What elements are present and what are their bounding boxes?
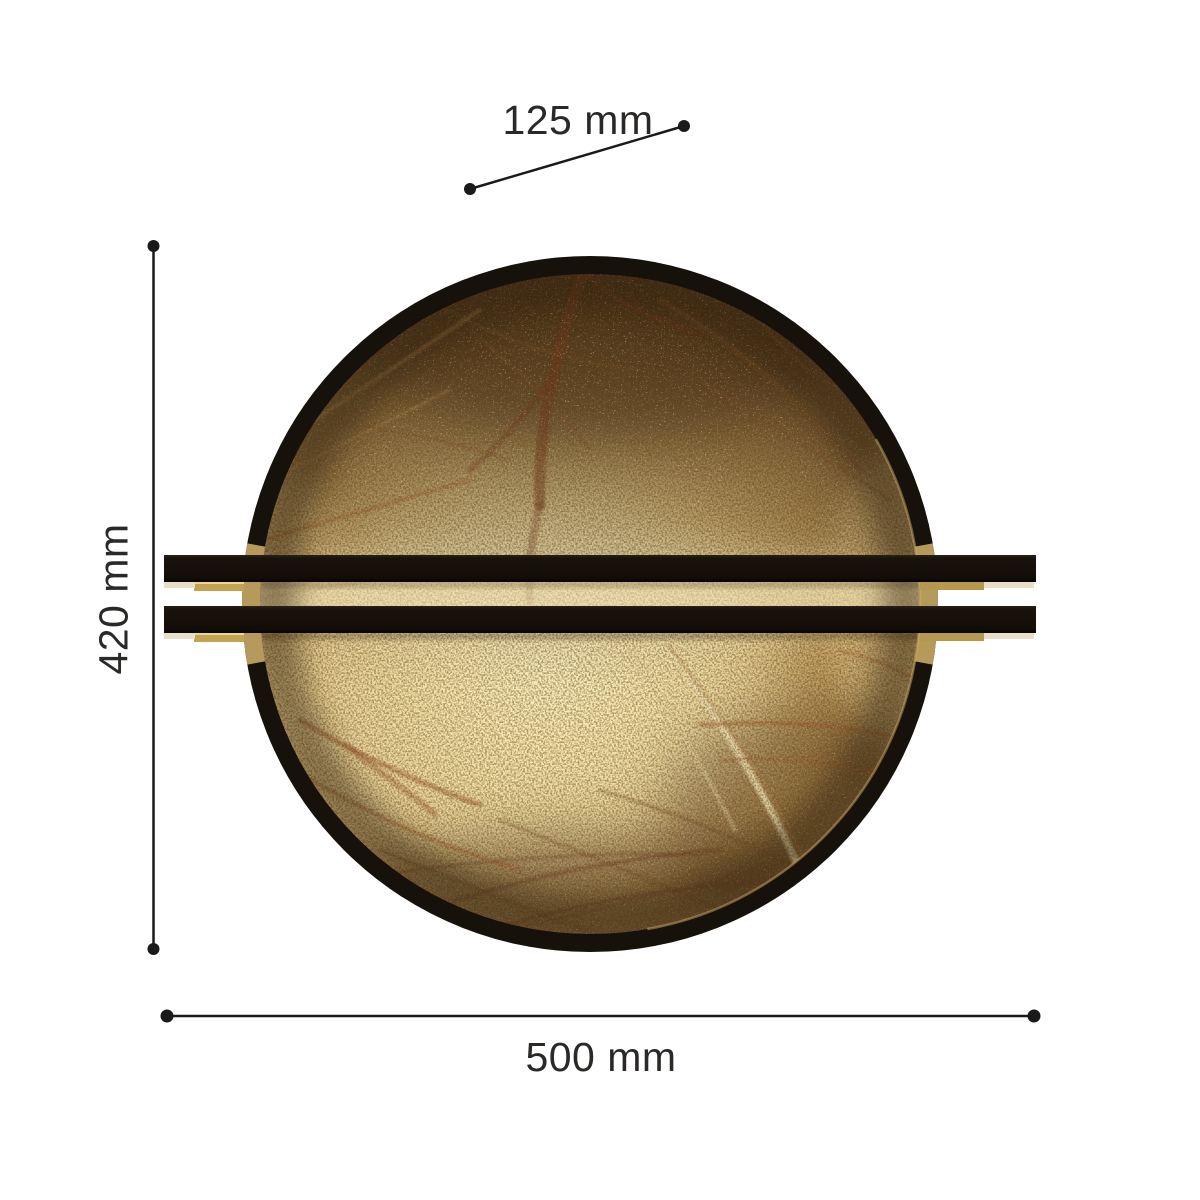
lamp-bar-top xyxy=(164,555,1036,582)
ring-brass-highlights xyxy=(242,438,938,931)
width-right-dot-icon xyxy=(1027,1009,1041,1023)
depth-end-dot-icon xyxy=(678,120,690,132)
lamp-bar-bottom xyxy=(164,606,1036,633)
dimension-endpoint-dots xyxy=(147,120,1041,1023)
height-bottom-dot-icon xyxy=(147,943,160,955)
width-dimension-label: 500 mm xyxy=(525,1034,677,1080)
depth-dimension-label: 125 mm xyxy=(502,97,654,143)
depth-start-dot-icon xyxy=(464,183,476,195)
width-left-dot-icon xyxy=(160,1009,174,1023)
bar-brackets xyxy=(164,580,1034,642)
dimension-depth xyxy=(469,124,685,191)
height-dimension-label: 420 mm xyxy=(90,523,137,675)
dimension-lines xyxy=(147,120,1041,1023)
wall-lamp xyxy=(164,256,1036,952)
height-top-dot-icon xyxy=(147,240,160,252)
depth-dimension-line xyxy=(469,124,685,191)
